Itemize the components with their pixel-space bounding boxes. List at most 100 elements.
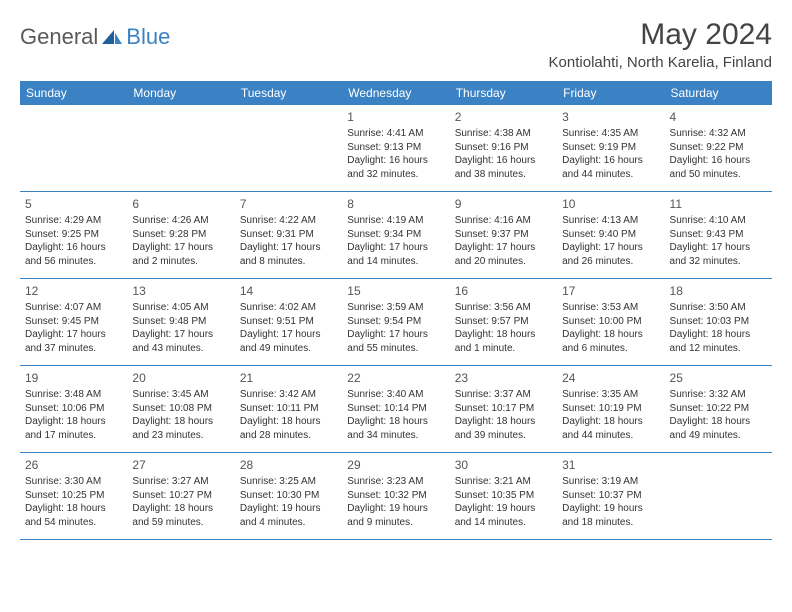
sunset-text: Sunset: 9:28 PM (132, 228, 229, 242)
sunrise-text: Sunrise: 4:26 AM (132, 214, 229, 228)
day-number: 29 (347, 457, 444, 473)
daylight-text: and 44 minutes. (562, 429, 659, 443)
day-cell: 2 Sunrise: 4:38 AMSunset: 9:16 PMDaylight… (450, 105, 557, 191)
sunrise-text: Sunrise: 4:05 AM (132, 301, 229, 315)
sunset-text: Sunset: 9:16 PM (455, 141, 552, 155)
sail-icon (100, 28, 124, 46)
daylight-text: and 39 minutes. (455, 429, 552, 443)
empty-cell (20, 105, 127, 191)
daylight-text: and 54 minutes. (25, 516, 122, 530)
sunrise-text: Sunrise: 3:35 AM (562, 388, 659, 402)
daylight-text: Daylight: 16 hours (455, 154, 552, 168)
sunset-text: Sunset: 10:27 PM (132, 489, 229, 503)
calendar: SundayMondayTuesdayWednesdayThursdayFrid… (20, 81, 772, 540)
sunset-text: Sunset: 10:06 PM (25, 402, 122, 416)
daylight-text: and 44 minutes. (562, 168, 659, 182)
sunrise-text: Sunrise: 4:16 AM (455, 214, 552, 228)
daylight-text: Daylight: 18 hours (455, 415, 552, 429)
sunset-text: Sunset: 10:22 PM (670, 402, 767, 416)
day-cell: 15Sunrise: 3:59 AMSunset: 9:54 PMDayligh… (342, 279, 449, 365)
daylight-text: and 43 minutes. (132, 342, 229, 356)
daylight-text: Daylight: 18 hours (455, 328, 552, 342)
sunrise-text: Sunrise: 4:38 AM (455, 127, 552, 141)
sunrise-text: Sunrise: 3:32 AM (670, 388, 767, 402)
week-row: 1Sunrise: 4:41 AMSunset: 9:13 PMDaylight… (20, 105, 772, 192)
day-cell: 27Sunrise: 3:27 AMSunset: 10:27 PMDaylig… (127, 453, 234, 539)
day-cell: 24Sunrise: 3:35 AMSunset: 10:19 PMDaylig… (557, 366, 664, 452)
sunrise-text: Sunrise: 4:35 AM (562, 127, 659, 141)
day-cell: 22Sunrise: 3:40 AMSunset: 10:14 PMDaylig… (342, 366, 449, 452)
sunset-text: Sunset: 10:30 PM (240, 489, 337, 503)
month-title: May 2024 (549, 18, 772, 52)
sunrise-text: Sunrise: 3:40 AM (347, 388, 444, 402)
weekday-header: Sunday (20, 81, 127, 105)
day-cell: 3Sunrise: 4:35 AMSunset: 9:19 PMDaylight… (557, 105, 664, 191)
logo-text-blue: Blue (126, 24, 170, 50)
day-number: 10 (562, 196, 659, 212)
sunset-text: Sunset: 9:51 PM (240, 315, 337, 329)
day-number: 24 (562, 370, 659, 386)
sunset-text: Sunset: 9:57 PM (455, 315, 552, 329)
day-number: 18 (670, 283, 767, 299)
title-block: May 2024 Kontiolahti, North Karelia, Fin… (549, 18, 772, 71)
sunset-text: Sunset: 10:37 PM (562, 489, 659, 503)
day-number: 7 (240, 196, 337, 212)
sunset-text: Sunset: 10:35 PM (455, 489, 552, 503)
day-cell: 19Sunrise: 3:48 AMSunset: 10:06 PMDaylig… (20, 366, 127, 452)
daylight-text: and 50 minutes. (670, 168, 767, 182)
sunrise-text: Sunrise: 3:56 AM (455, 301, 552, 315)
sunset-text: Sunset: 10:32 PM (347, 489, 444, 503)
logo: General Blue (20, 18, 170, 50)
day-number: 19 (25, 370, 122, 386)
day-cell: 26Sunrise: 3:30 AMSunset: 10:25 PMDaylig… (20, 453, 127, 539)
empty-cell (127, 105, 234, 191)
daylight-text: Daylight: 17 hours (240, 241, 337, 255)
day-cell: 1Sunrise: 4:41 AMSunset: 9:13 PMDaylight… (342, 105, 449, 191)
daylight-text: Daylight: 18 hours (670, 328, 767, 342)
daylight-text: and 32 minutes. (347, 168, 444, 182)
day-cell: 20Sunrise: 3:45 AMSunset: 10:08 PMDaylig… (127, 366, 234, 452)
empty-cell (235, 105, 342, 191)
day-number: 30 (455, 457, 552, 473)
daylight-text: and 34 minutes. (347, 429, 444, 443)
weekday-header: Tuesday (235, 81, 342, 105)
week-row: 5Sunrise: 4:29 AMSunset: 9:25 PMDaylight… (20, 192, 772, 279)
sunrise-text: Sunrise: 3:59 AM (347, 301, 444, 315)
sunset-text: Sunset: 9:37 PM (455, 228, 552, 242)
daylight-text: and 12 minutes. (670, 342, 767, 356)
sunset-text: Sunset: 9:31 PM (240, 228, 337, 242)
daylight-text: and 1 minute. (455, 342, 552, 356)
sunset-text: Sunset: 10:00 PM (562, 315, 659, 329)
day-cell: 11Sunrise: 4:10 AMSunset: 9:43 PMDayligh… (665, 192, 772, 278)
daylight-text: and 26 minutes. (562, 255, 659, 269)
sunrise-text: Sunrise: 3:30 AM (25, 475, 122, 489)
daylight-text: and 9 minutes. (347, 516, 444, 530)
sunrise-text: Sunrise: 3:45 AM (132, 388, 229, 402)
daylight-text: and 56 minutes. (25, 255, 122, 269)
sunrise-text: Sunrise: 4:41 AM (347, 127, 444, 141)
day-number: 26 (25, 457, 122, 473)
daylight-text: Daylight: 17 hours (347, 328, 444, 342)
day-number: 4 (670, 109, 767, 125)
day-cell: 6Sunrise: 4:26 AMSunset: 9:28 PMDaylight… (127, 192, 234, 278)
daylight-text: and 6 minutes. (562, 342, 659, 356)
day-number: 2 (455, 109, 552, 125)
weekday-header: Friday (557, 81, 664, 105)
day-cell: 8Sunrise: 4:19 AMSunset: 9:34 PMDaylight… (342, 192, 449, 278)
day-cell: 9Sunrise: 4:16 AMSunset: 9:37 PMDaylight… (450, 192, 557, 278)
location: Kontiolahti, North Karelia, Finland (549, 54, 772, 71)
daylight-text: and 49 minutes. (240, 342, 337, 356)
daylight-text: Daylight: 19 hours (455, 502, 552, 516)
sunrise-text: Sunrise: 4:22 AM (240, 214, 337, 228)
day-number: 23 (455, 370, 552, 386)
daylight-text: Daylight: 18 hours (562, 328, 659, 342)
sunset-text: Sunset: 9:48 PM (132, 315, 229, 329)
sunset-text: Sunset: 9:45 PM (25, 315, 122, 329)
daylight-text: Daylight: 19 hours (562, 502, 659, 516)
day-number: 16 (455, 283, 552, 299)
sunset-text: Sunset: 10:25 PM (25, 489, 122, 503)
sunrise-text: Sunrise: 4:02 AM (240, 301, 337, 315)
day-number: 20 (132, 370, 229, 386)
week-row: 26 Sunrise: 3:30 AMSunset: 10:25 PM Daylig… (20, 453, 772, 540)
daylight-text: Daylight: 18 hours (240, 415, 337, 429)
